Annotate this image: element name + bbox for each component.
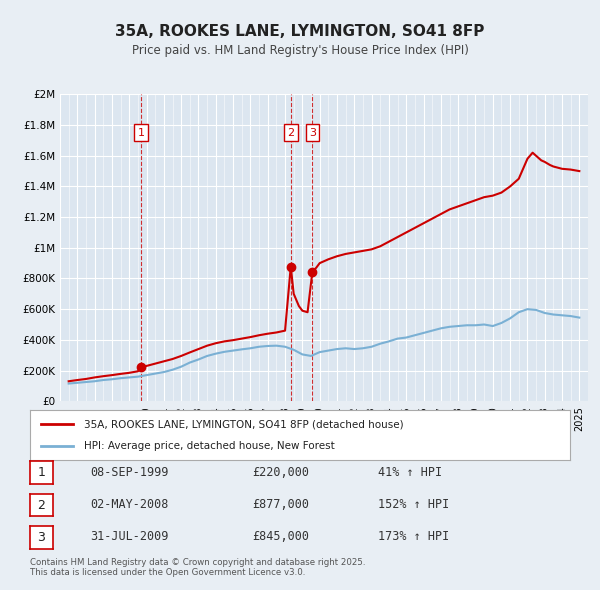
Text: 08-SEP-1999: 08-SEP-1999 <box>90 466 169 478</box>
Text: 35A, ROOKES LANE, LYMINGTON, SO41 8FP (detached house): 35A, ROOKES LANE, LYMINGTON, SO41 8FP (d… <box>84 419 404 429</box>
Text: 3: 3 <box>309 128 316 137</box>
Text: 35A, ROOKES LANE, LYMINGTON, SO41 8FP: 35A, ROOKES LANE, LYMINGTON, SO41 8FP <box>115 24 485 38</box>
Text: 152% ↑ HPI: 152% ↑ HPI <box>378 498 449 511</box>
Text: 02-MAY-2008: 02-MAY-2008 <box>90 498 169 511</box>
Text: 3: 3 <box>37 531 46 544</box>
Text: 41% ↑ HPI: 41% ↑ HPI <box>378 466 442 478</box>
Text: 1: 1 <box>37 466 46 479</box>
Text: £220,000: £220,000 <box>252 466 309 478</box>
Text: 1: 1 <box>137 128 145 137</box>
Text: Price paid vs. HM Land Registry's House Price Index (HPI): Price paid vs. HM Land Registry's House … <box>131 44 469 57</box>
Text: Contains HM Land Registry data © Crown copyright and database right 2025.
This d: Contains HM Land Registry data © Crown c… <box>30 558 365 577</box>
Text: £845,000: £845,000 <box>252 530 309 543</box>
Text: HPI: Average price, detached house, New Forest: HPI: Average price, detached house, New … <box>84 441 335 451</box>
Text: £877,000: £877,000 <box>252 498 309 511</box>
Text: 173% ↑ HPI: 173% ↑ HPI <box>378 530 449 543</box>
Text: 31-JUL-2009: 31-JUL-2009 <box>90 530 169 543</box>
Text: 2: 2 <box>37 499 46 512</box>
Text: 2: 2 <box>287 128 295 137</box>
